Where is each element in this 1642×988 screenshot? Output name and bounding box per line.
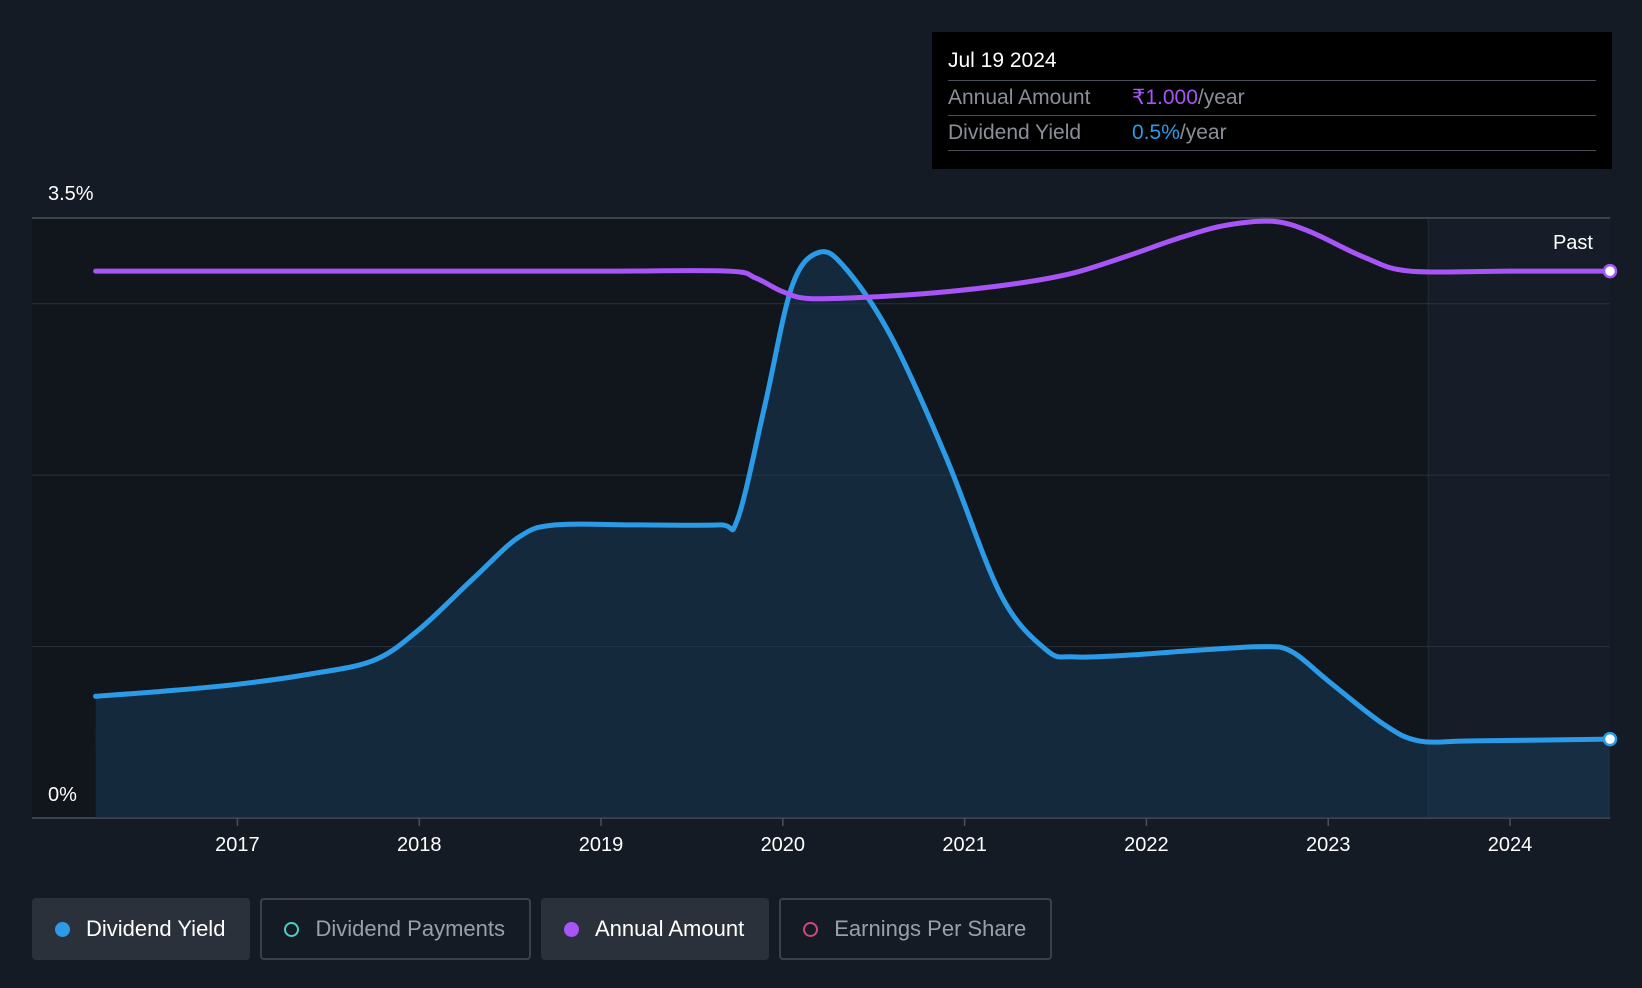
x-tick-label: 2018 (397, 834, 442, 856)
legend-dividend-payments-button[interactable]: Dividend Payments (260, 898, 531, 960)
legend-ring-icon (284, 921, 300, 937)
x-tick-label: 2023 (1306, 834, 1351, 856)
tooltip-row-annual-amount: Annual Amount ₹1.000/year (948, 81, 1596, 116)
x-tick-label: 2024 (1488, 834, 1533, 856)
x-tick-label: 2020 (761, 834, 806, 856)
legend-label: Dividend Yield (86, 916, 226, 941)
legend-ring-icon (803, 921, 819, 937)
legend-dividend-yield-button[interactable]: Dividend Yield (32, 898, 251, 960)
chart-legend: Dividend Yield Dividend Payments Annual … (32, 898, 1053, 960)
dividend-yield-line (93, 249, 1613, 745)
legend-earnings-per-share-button[interactable]: Earnings Per Share (779, 898, 1053, 960)
legend-dot-icon (563, 921, 579, 937)
legend-label: Annual Amount (594, 916, 745, 941)
chart-tooltip: Jul 19 2024 Annual Amount ₹1.000/year Di… (932, 32, 1612, 169)
legend-dot-icon (55, 921, 70, 937)
x-tick-label: 2022 (1124, 834, 1169, 856)
tooltip-label: Annual Amount (948, 86, 1091, 109)
tooltip-value: 0.5%/year (1132, 121, 1227, 144)
tooltip-row-dividend-yield: Dividend Yield 0.5%/year (948, 116, 1596, 151)
y-axis-top-label: 3.5% (48, 183, 94, 205)
dividend-yield-area (95, 251, 1611, 818)
legend-label: Earnings Per Share (834, 916, 1027, 941)
tooltip-date: Jul 19 2024 (948, 46, 1596, 81)
x-tick-label: 2021 (942, 834, 987, 856)
tooltip-value: ₹1.000/year (1132, 86, 1245, 109)
x-tick-label: 2019 (579, 834, 624, 856)
legend-annual-amount-button[interactable]: Annual Amount (540, 898, 770, 960)
annual-amount-end-point (1602, 263, 1618, 279)
past-label: Past (1553, 232, 1593, 254)
x-tick-label: 2017 (215, 834, 260, 856)
dividend-yield-end-point (1602, 731, 1618, 747)
annual-amount-line (93, 218, 1613, 302)
tooltip-label: Dividend Yield (948, 121, 1082, 144)
past-region (1428, 218, 1610, 818)
legend-label: Dividend Payments (315, 916, 505, 941)
y-axis-bottom-label: 0% (48, 784, 77, 806)
